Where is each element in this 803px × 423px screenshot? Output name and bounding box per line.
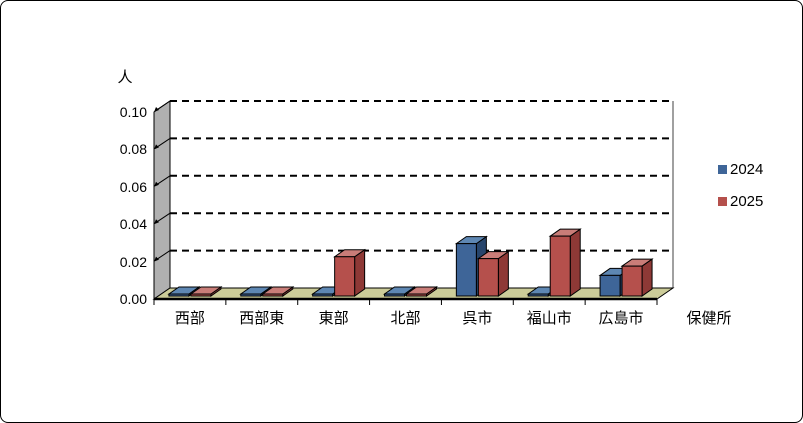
bar-2025-cat0 xyxy=(189,286,223,297)
x-category-label: 福山市 xyxy=(526,310,572,327)
legend-swatch-2024 xyxy=(718,165,727,174)
bar-front xyxy=(406,293,427,297)
bar-front xyxy=(262,293,284,297)
x-category-label: 呉市 xyxy=(462,310,493,327)
bar-2025-cat3 xyxy=(404,286,439,297)
x-category-label: 広島市 xyxy=(598,310,644,327)
bar-front xyxy=(168,293,190,297)
bar-front xyxy=(190,293,212,297)
y-tick-arrowhead xyxy=(154,219,159,225)
bar-front xyxy=(384,293,405,297)
bar-front xyxy=(549,235,571,297)
y-tick-label: 0.06 xyxy=(119,178,147,195)
bar-2025-cat5 xyxy=(548,228,582,297)
bar-side xyxy=(354,248,366,297)
bar-front xyxy=(312,293,334,297)
x-axis-title: 保健所 xyxy=(686,310,732,327)
bar-2025-cat1 xyxy=(261,286,295,297)
bar-front xyxy=(455,243,477,297)
bar-front xyxy=(527,293,549,297)
legend-item-2025: 2025 xyxy=(718,193,764,210)
y-tick-label: 0.00 xyxy=(119,291,147,307)
x-category-label: 北部 xyxy=(390,310,421,327)
legend-item-2024: 2024 xyxy=(718,161,764,178)
back-wall xyxy=(170,101,673,288)
y-tick-label: 0.04 xyxy=(119,216,147,233)
bar-front xyxy=(599,274,621,297)
bar-front xyxy=(240,293,262,297)
y-axis-title: 人 xyxy=(117,69,133,86)
y-tick-arrowhead xyxy=(154,144,159,150)
y-tick-label: 0.10 xyxy=(119,104,147,120)
bar-front xyxy=(621,265,643,297)
bar-2025-cat2 xyxy=(333,248,367,297)
left-wall xyxy=(153,100,171,300)
y-tick-label: 0.02 xyxy=(119,253,147,270)
y-tick-arrowhead xyxy=(154,256,159,262)
bar-front xyxy=(334,256,356,297)
x-category-label: 西部 xyxy=(174,310,205,327)
legend-label-2025: 2025 xyxy=(730,193,764,210)
legend-label-2024: 2024 xyxy=(730,161,764,178)
bar-side xyxy=(569,228,581,297)
bar-2025-cat4 xyxy=(476,250,510,297)
bar-front xyxy=(477,258,499,297)
x-category-label: 西部東 xyxy=(239,310,285,327)
bar-2025-cat6 xyxy=(620,258,654,297)
y-tick-arrowhead xyxy=(154,107,159,112)
x-category-label: 東部 xyxy=(318,310,349,327)
y-tick-arrowhead xyxy=(154,181,159,187)
legend-swatch-2025 xyxy=(718,197,727,206)
y-tick-label: 0.08 xyxy=(119,141,147,158)
bar-side xyxy=(497,250,509,297)
legend: 2024 2025 xyxy=(718,161,764,226)
